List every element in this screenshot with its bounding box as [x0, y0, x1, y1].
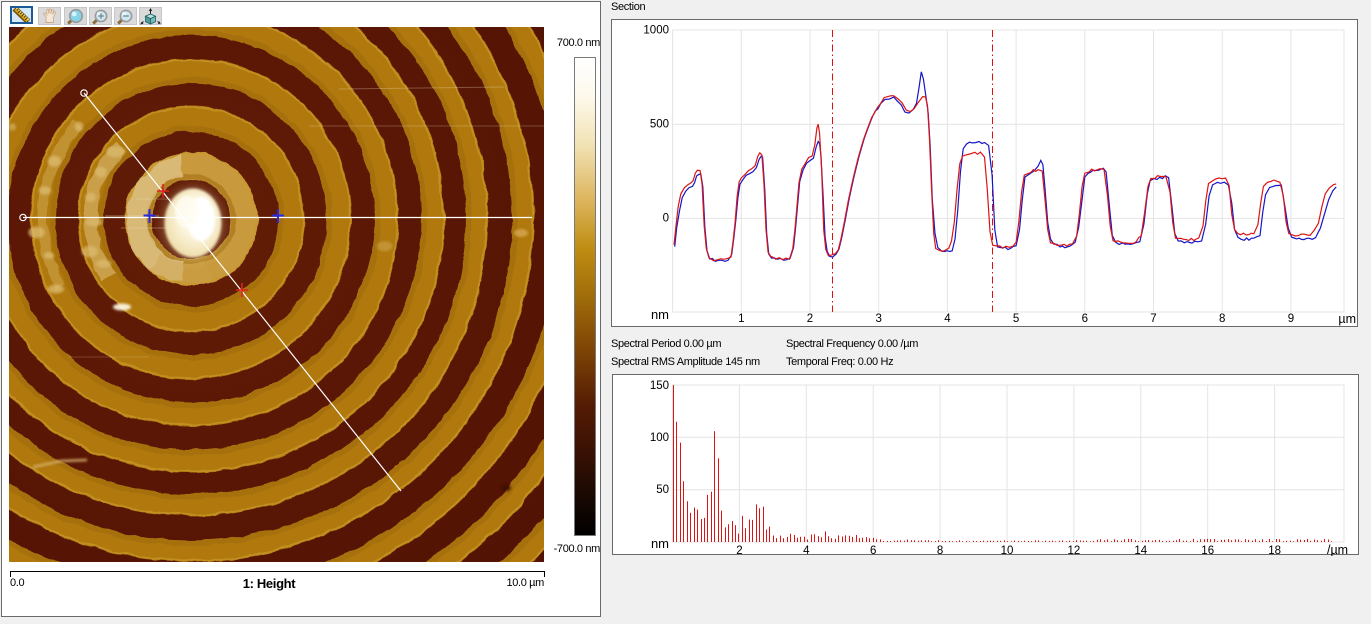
svg-text:nm: nm	[651, 307, 669, 322]
svg-text:9: 9	[1288, 313, 1294, 325]
svg-text:2: 2	[736, 545, 742, 556]
svg-text:1000: 1000	[643, 25, 669, 37]
svg-text:7: 7	[1150, 313, 1156, 325]
svg-text:100: 100	[650, 432, 669, 444]
svg-text:/µm: /µm	[1327, 543, 1348, 556]
svg-text:0: 0	[663, 213, 669, 225]
svg-text:5: 5	[1013, 313, 1019, 325]
svg-text:6: 6	[870, 545, 876, 556]
svg-text:1: 1	[738, 313, 744, 325]
svg-text:6: 6	[1082, 313, 1088, 325]
svg-text:12: 12	[1068, 545, 1081, 556]
svg-text:3: 3	[875, 313, 881, 325]
svg-text:µm: µm	[1338, 312, 1356, 326]
svg-text:4: 4	[944, 313, 951, 325]
svg-text:2: 2	[807, 313, 813, 325]
svg-text:14: 14	[1134, 545, 1147, 556]
svg-text:nm: nm	[651, 536, 669, 551]
svg-text:8: 8	[937, 545, 943, 556]
svg-text:8: 8	[1219, 313, 1225, 325]
svg-text:16: 16	[1201, 545, 1214, 556]
svg-text:10: 10	[1001, 545, 1014, 556]
svg-text:18: 18	[1268, 545, 1281, 556]
svg-text:50: 50	[656, 484, 669, 496]
svg-text:150: 150	[650, 380, 669, 392]
svg-text:4: 4	[803, 545, 810, 556]
svg-text:500: 500	[650, 119, 669, 131]
